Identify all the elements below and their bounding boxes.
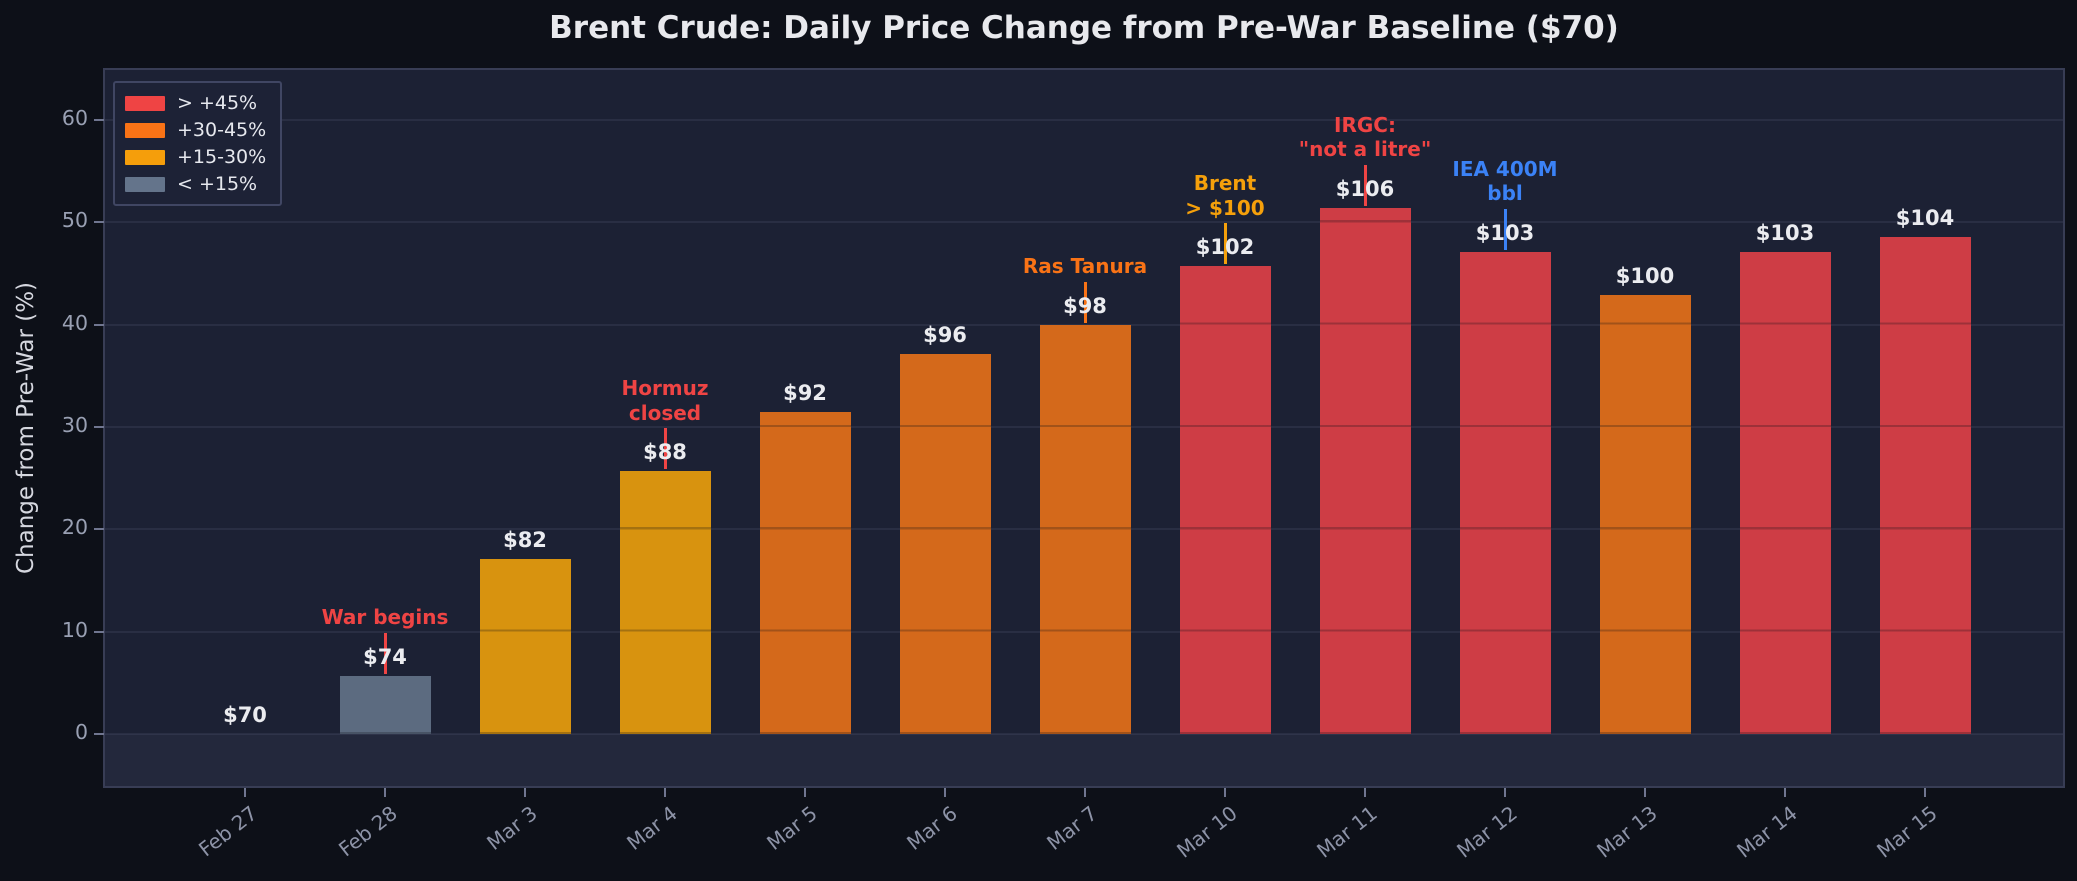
below-zero-region bbox=[105, 734, 2063, 786]
legend-swatch bbox=[125, 176, 165, 192]
y-tick-label: 0 bbox=[74, 720, 88, 744]
x-tick-label: Mar 7 bbox=[1042, 801, 1102, 855]
annotation-line bbox=[1223, 223, 1227, 265]
legend: > +45% +30-45% +15-30% < +15% bbox=[113, 81, 283, 206]
y-tick-label: 50 bbox=[61, 208, 88, 233]
x-tick-label: Mar 5 bbox=[762, 801, 822, 855]
bar-mar-4 bbox=[619, 470, 711, 734]
x-tick-label: Mar 10 bbox=[1172, 801, 1242, 863]
legend-item-label: < +15% bbox=[177, 173, 258, 195]
bar-mar-12 bbox=[1459, 251, 1551, 734]
y-axis-tick bbox=[94, 528, 104, 531]
plot-area: > +45% +30-45% +15-30% < +15% $70 $74 $82 $88 $… bbox=[103, 68, 2065, 788]
legend-swatch bbox=[125, 122, 165, 138]
x-tick bbox=[1644, 788, 1646, 797]
annotation-mar-4: Hormuz closed bbox=[621, 376, 709, 425]
y-axis-tick bbox=[94, 119, 104, 122]
bar-mar-3 bbox=[479, 558, 571, 734]
x-tick bbox=[384, 788, 386, 797]
legend-item: +15-30% bbox=[125, 146, 266, 168]
x-tick-label: Mar 15 bbox=[1872, 801, 1942, 863]
gridline bbox=[105, 733, 2063, 735]
annotation-line bbox=[383, 632, 387, 674]
annotation-line bbox=[663, 427, 667, 469]
bar-mar-7 bbox=[1039, 324, 1131, 734]
annotation-line bbox=[1083, 281, 1087, 323]
bar-value-label: $103 bbox=[1755, 220, 1815, 245]
x-tick bbox=[944, 788, 946, 797]
annotation-mar-12: IEA 400M bbl bbox=[1452, 156, 1558, 206]
y-axis-tick bbox=[94, 426, 104, 428]
bar-value-label: $96 bbox=[923, 322, 967, 347]
x-tick bbox=[1504, 788, 1506, 797]
x-tick-label: Feb 28 bbox=[334, 801, 402, 862]
y-tick-label: 60 bbox=[61, 106, 88, 131]
bar-mar-14 bbox=[1739, 251, 1831, 734]
annotation-mar-7: Ras Tanura bbox=[1022, 254, 1148, 279]
x-tick bbox=[1224, 788, 1226, 797]
gridline bbox=[105, 221, 2063, 224]
bar-value-label: $102 bbox=[1195, 235, 1255, 260]
x-tick bbox=[244, 788, 246, 797]
legend-item-label: +15-30% bbox=[177, 146, 267, 168]
x-tick bbox=[1364, 788, 1366, 797]
x-tick-label: Mar 6 bbox=[902, 801, 962, 855]
bar-value-label: $104 bbox=[1895, 205, 1955, 230]
bar-feb-28 bbox=[339, 675, 431, 734]
bar-mar-11 bbox=[1319, 207, 1411, 734]
x-tick bbox=[804, 788, 806, 797]
bar-value-label: $88 bbox=[643, 439, 687, 464]
chart-title: Brent Crude: Daily Price Change from Pre… bbox=[549, 10, 1619, 46]
annotation-line bbox=[1363, 164, 1367, 206]
annotation-mar-10: Brent > $100 bbox=[1185, 171, 1265, 220]
legend-item: +30-45% bbox=[125, 119, 266, 141]
legend-item-label: +30-45% bbox=[177, 119, 267, 141]
y-tick-label: 30 bbox=[61, 413, 88, 437]
bar-mar-6 bbox=[899, 353, 991, 734]
bar-mar-13 bbox=[1599, 295, 1691, 734]
bar-value-label: $103 bbox=[1475, 220, 1535, 245]
bar-value-label: $74 bbox=[363, 644, 407, 669]
y-axis-tick bbox=[94, 323, 104, 326]
annotation-feb-28: War begins bbox=[321, 605, 449, 630]
bar-value-label: $98 bbox=[1063, 293, 1107, 318]
y-tick-label: 20 bbox=[61, 515, 88, 540]
x-tick-label: Mar 14 bbox=[1732, 801, 1802, 863]
gridline bbox=[105, 323, 2063, 326]
bar-value-label: $82 bbox=[503, 527, 547, 552]
y-axis-tick bbox=[94, 630, 104, 633]
bar-value-label: $92 bbox=[783, 381, 827, 406]
legend-swatch bbox=[125, 95, 165, 111]
x-tick bbox=[1084, 788, 1086, 797]
y-axis-tick bbox=[94, 733, 104, 735]
annotation-mar-11: IRGC: "not a litre" bbox=[1298, 112, 1432, 162]
x-tick-label: Mar 3 bbox=[482, 801, 542, 855]
bar-mar-15 bbox=[1879, 236, 1971, 734]
bar-value-label: $70 bbox=[223, 703, 267, 727]
y-tick-label: 10 bbox=[61, 617, 88, 642]
bar-value-label: $100 bbox=[1615, 264, 1675, 289]
legend-item-label: > +45% bbox=[177, 92, 258, 114]
x-tick bbox=[664, 788, 666, 797]
bar-value-label: $106 bbox=[1335, 176, 1395, 201]
x-tick bbox=[524, 788, 526, 797]
legend-item: < +15% bbox=[125, 173, 266, 195]
annotation-line bbox=[1503, 208, 1507, 250]
gridline bbox=[105, 119, 2063, 122]
legend-swatch bbox=[125, 149, 165, 165]
legend-item: > +45% bbox=[125, 92, 266, 114]
x-tick bbox=[1924, 788, 1926, 797]
x-tick-label: Feb 27 bbox=[194, 801, 262, 862]
x-tick bbox=[1784, 788, 1786, 797]
x-tick-label: Mar 4 bbox=[622, 801, 682, 855]
x-tick-label: Mar 11 bbox=[1312, 801, 1382, 863]
bar-mar-5 bbox=[759, 412, 851, 734]
y-axis-tick bbox=[94, 221, 104, 224]
x-tick-label: Mar 13 bbox=[1592, 801, 1662, 863]
x-tick-label: Mar 12 bbox=[1452, 801, 1522, 863]
y-tick-label: 40 bbox=[61, 310, 88, 335]
bar-mar-10 bbox=[1179, 266, 1271, 734]
